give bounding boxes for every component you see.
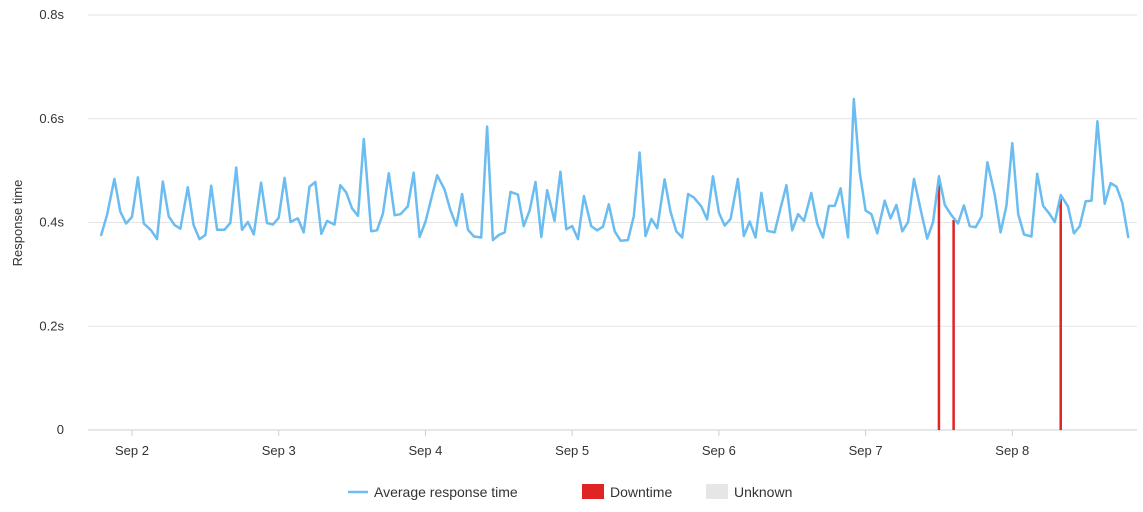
legend-box-swatch — [706, 484, 728, 499]
x-tick-label: Sep 5 — [555, 443, 589, 458]
legend-box-swatch — [582, 484, 604, 499]
x-axis: Sep 2 Sep 3 Sep 4 Sep 5 Sep 6 Sep 7 Sep 8 — [115, 430, 1029, 458]
downtime-bar — [1059, 199, 1062, 430]
legend-label: Average response time — [374, 484, 518, 500]
legend-label: Downtime — [610, 484, 672, 500]
y-axis-labels: 0 0.2s 0.4s 0.6s 0.8s — [39, 7, 64, 437]
series-line-average-response-time — [99, 97, 1130, 242]
x-tick-label: Sep 4 — [408, 443, 442, 458]
x-tick-label: Sep 6 — [702, 443, 736, 458]
downtime-bar — [937, 179, 941, 430]
legend: Average response time Downtime Unknown — [348, 484, 792, 500]
x-tick-label: Sep 2 — [115, 443, 149, 458]
y-tick-label: 0 — [57, 422, 64, 437]
downtime-markers — [937, 179, 1062, 430]
y-tick-label: 0.6s — [39, 111, 64, 126]
y-tick-label: 0.8s — [39, 7, 64, 22]
series-layer — [99, 97, 1130, 242]
y-axis-title: Response time — [10, 180, 25, 267]
x-tick-label: Sep 3 — [262, 443, 296, 458]
y-tick-label: 0.2s — [39, 318, 64, 333]
x-tick-label: Sep 8 — [995, 443, 1029, 458]
legend-item[interactable]: Average response time — [348, 484, 518, 500]
downtime-bar — [952, 219, 955, 430]
x-tick-label: Sep 7 — [849, 443, 883, 458]
legend-item[interactable]: Downtime — [582, 484, 672, 500]
legend-label: Unknown — [734, 484, 792, 500]
y-tick-label: 0.4s — [39, 215, 64, 230]
legend-item[interactable]: Unknown — [706, 484, 792, 500]
